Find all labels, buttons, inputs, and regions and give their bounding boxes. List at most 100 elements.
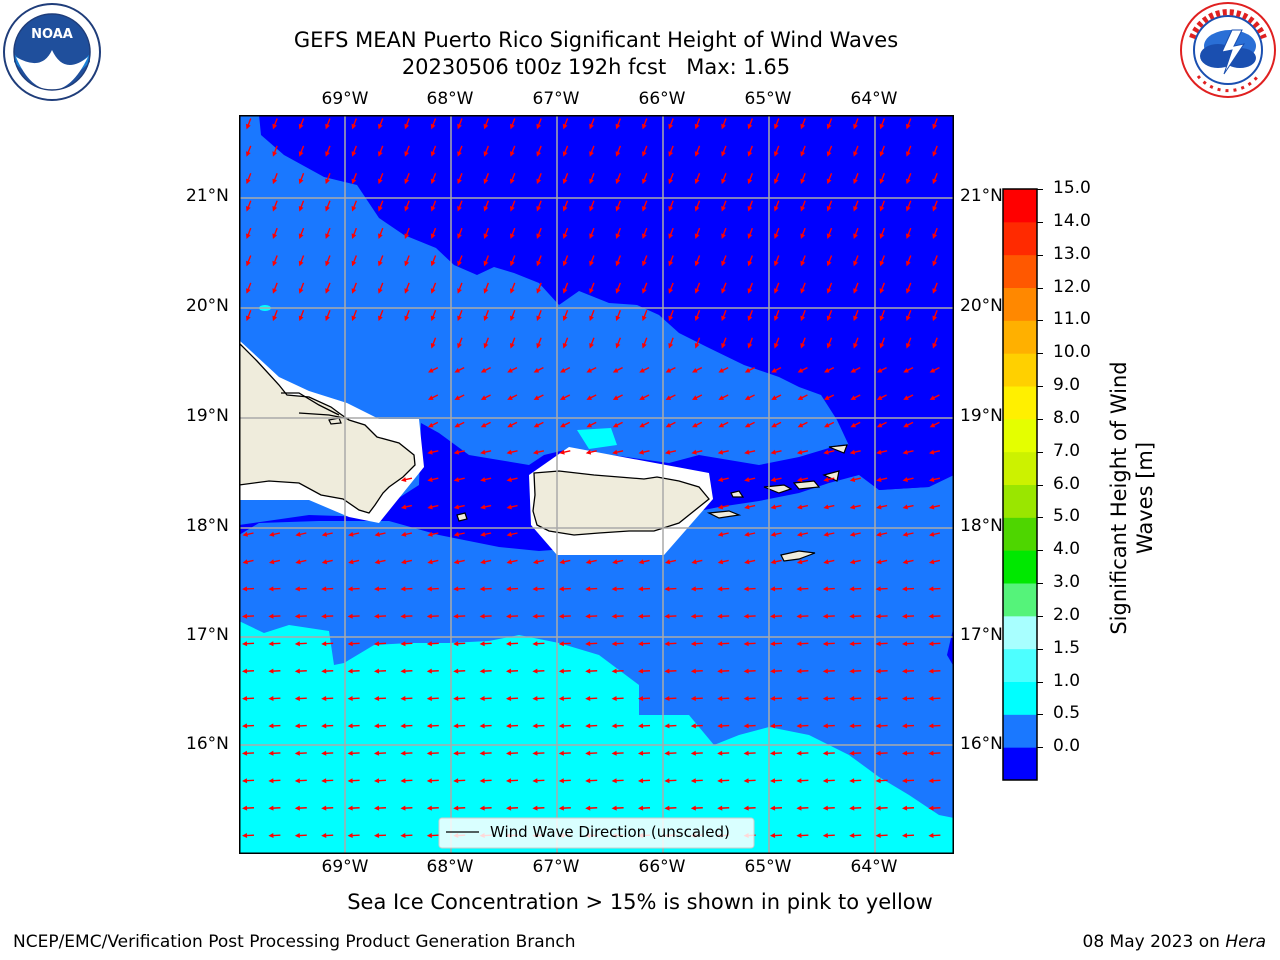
top-lon-label-64w: 64°W	[850, 89, 898, 109]
wind-wave-arrowhead	[585, 805, 591, 811]
wind-wave-arrowhead	[875, 778, 881, 784]
wind-wave-arrowhead	[612, 395, 619, 400]
wind-wave-arrowhead	[903, 422, 909, 428]
wind-wave-arrowhead	[558, 778, 564, 784]
land-hispaniola	[239, 342, 416, 514]
wind-wave-arrowhead	[747, 178, 753, 185]
wind-wave-arrowhead	[347, 723, 353, 729]
wind-wave-arrowhead	[589, 342, 594, 349]
colorbar-tick-label: 4.0	[1053, 539, 1081, 560]
wind-wave-arrowhead	[400, 750, 406, 756]
wind-wave-arrowhead	[430, 315, 436, 322]
wind-wave-arrowhead	[479, 805, 485, 811]
colorbar-segment	[1003, 648, 1037, 682]
wind-wave-arrowhead	[430, 288, 436, 294]
wind-wave-arrowhead	[611, 586, 617, 592]
wind-wave-arrowhead	[800, 233, 806, 239]
wind-wave-arrowhead	[325, 123, 330, 130]
wind-wave-arrowhead	[823, 559, 829, 565]
wind-wave-arrowhead	[589, 205, 594, 212]
island-st-john	[792, 480, 821, 490]
wind-wave-arrowhead	[770, 504, 776, 510]
wind-wave-arrowhead	[718, 422, 725, 428]
wind-wave-arrowhead	[902, 559, 908, 565]
wind-wave-arrowhead	[615, 123, 621, 130]
wind-wave-arrowhead	[747, 288, 753, 294]
wind-wave-arrowhead	[717, 504, 724, 510]
right-lat-label-21n: 21°N	[960, 186, 1003, 206]
wind-wave-arrowhead	[506, 504, 512, 510]
wind-wave-arrowhead	[506, 668, 512, 674]
wind-wave-arrowhead	[404, 260, 410, 267]
wind-wave-arrowhead	[800, 315, 806, 322]
wind-wave-arrowhead	[875, 696, 881, 701]
wind-wave-arrowhead	[351, 233, 357, 239]
wind-wave-arrowhead	[694, 315, 700, 322]
wind-wave-arrowhead	[879, 178, 885, 185]
wind-wave-arrowhead	[242, 805, 248, 811]
wind-wave-arrowhead	[721, 205, 726, 212]
wind-wave-arrowhead	[558, 723, 564, 729]
wind-wave-arrowhead	[932, 178, 938, 185]
wind-wave-arrowhead	[694, 205, 700, 212]
wind-wave-arrowhead	[902, 449, 908, 455]
wind-wave-arrowhead	[400, 696, 406, 701]
wave-band-0-0.5-east	[947, 625, 954, 667]
wind-wave-arrowhead	[585, 696, 591, 701]
wind-wave-arrowhead	[457, 342, 462, 349]
wind-wave-arrowhead	[691, 559, 697, 565]
wind-wave-arrowhead	[800, 178, 806, 185]
wind-wave-arrowhead	[770, 750, 776, 756]
wind-wave-arrowhead	[743, 613, 749, 619]
wind-wave-arrowhead	[611, 696, 617, 701]
wind-wave-arrowhead	[506, 805, 512, 811]
wind-wave-arrowhead	[902, 477, 908, 482]
wind-wave-arrowhead	[453, 723, 459, 729]
wind-wave-arrowhead	[351, 178, 357, 185]
wind-wave-arrowhead	[664, 723, 670, 729]
wind-wave-arrowhead	[483, 205, 489, 212]
wind-wave-arrowhead	[480, 531, 486, 537]
left-lat-label-16n: 16°N	[186, 734, 229, 754]
wind-wave-arrowhead	[532, 449, 539, 455]
wind-wave-arrowhead	[612, 449, 618, 455]
wind-wave-arrowhead	[400, 613, 406, 619]
wind-wave-arrowhead	[246, 288, 251, 294]
wind-wave-arrowhead	[321, 613, 327, 619]
wind-wave-arrowhead	[928, 778, 934, 784]
wind-wave-arrowhead	[298, 205, 304, 212]
wind-wave-arrowhead	[480, 449, 486, 455]
wind-wave-arrowhead	[242, 613, 248, 619]
wind-wave-arrowhead	[510, 123, 515, 130]
wind-wave-arrowhead	[242, 696, 248, 701]
wind-wave-arrowhead	[453, 750, 459, 756]
wind-wave-arrowhead	[272, 205, 278, 212]
wind-wave-arrowhead	[717, 668, 723, 674]
wind-wave-arrowhead	[747, 205, 753, 212]
wind-wave-arrowhead	[642, 123, 647, 130]
wind-wave-arrowhead	[875, 613, 881, 619]
wind-wave-arrowhead	[321, 750, 327, 756]
footer-date-text: 08 May 2023 on	[1082, 932, 1226, 952]
wind-wave-arrowhead	[427, 531, 433, 537]
left-lat-label-18n: 18°N	[186, 516, 229, 536]
colorbar-segment	[1003, 221, 1037, 256]
wind-wave-arrowhead	[351, 205, 357, 212]
colorbar-tick-mark	[1037, 287, 1043, 289]
wind-wave-arrowhead	[822, 778, 828, 784]
wind-wave-arrowhead	[824, 422, 830, 428]
wind-wave-arrowhead	[457, 123, 462, 130]
wind-wave-arrowhead	[480, 395, 487, 400]
wind-wave-arrowhead	[585, 778, 591, 784]
wind-wave-arrowhead	[639, 395, 645, 400]
colorbar-tick-mark	[1037, 550, 1043, 552]
wind-wave-arrowhead	[348, 559, 354, 565]
wind-wave-arrowhead	[453, 641, 459, 647]
wind-wave-arrowhead	[589, 151, 594, 157]
wind-wave-arrowhead	[853, 233, 858, 239]
wind-wave-arrowhead	[928, 750, 934, 756]
wind-wave-arrowhead	[774, 233, 779, 239]
wind-wave-arrowhead	[374, 696, 380, 701]
wind-wave-arrowhead	[510, 260, 515, 267]
wind-wave-arrowhead	[771, 368, 777, 373]
